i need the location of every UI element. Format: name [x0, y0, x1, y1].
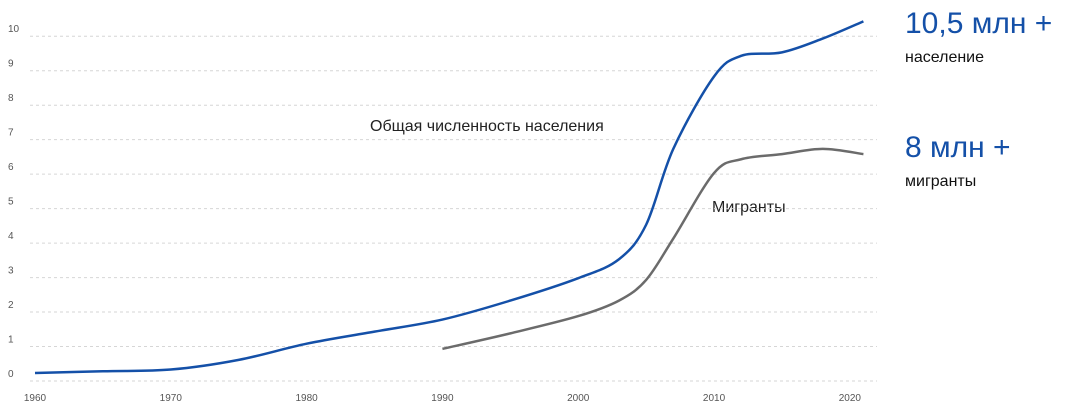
y-tick-label: 8 — [8, 93, 14, 104]
series-label: Общая численность населения — [370, 118, 604, 135]
x-tick-label: 1970 — [160, 393, 183, 404]
y-tick-label: 0 — [8, 369, 14, 380]
y-tick-label: 6 — [8, 162, 14, 173]
x-tick-label: 1990 — [431, 393, 454, 404]
y-tick-label: 4 — [8, 231, 14, 242]
y-tick-label: 2 — [8, 300, 14, 311]
annotation: мигранты — [905, 173, 976, 190]
x-tick-label: 2010 — [703, 393, 726, 404]
line — [442, 147, 864, 351]
annotation: 8 млн + — [905, 131, 1011, 164]
series-label: Мигранты — [712, 199, 786, 216]
y-tick-label: 7 — [8, 128, 14, 139]
y-tick-label: 5 — [8, 197, 14, 208]
x-tick-label: 2020 — [839, 393, 862, 404]
x-tick-label: 1960 — [24, 393, 47, 404]
annotation: 10,5 млн + — [905, 7, 1052, 40]
y-tick-label: 3 — [8, 266, 14, 277]
y-tick-label: 10 — [8, 24, 20, 35]
y-tick-label: 1 — [8, 335, 14, 346]
x-tick-label: 1980 — [295, 393, 318, 404]
annotation: население — [905, 49, 984, 66]
x-tick-label: 2000 — [567, 393, 590, 404]
line — [34, 20, 864, 375]
y-tick-label: 9 — [8, 59, 14, 70]
